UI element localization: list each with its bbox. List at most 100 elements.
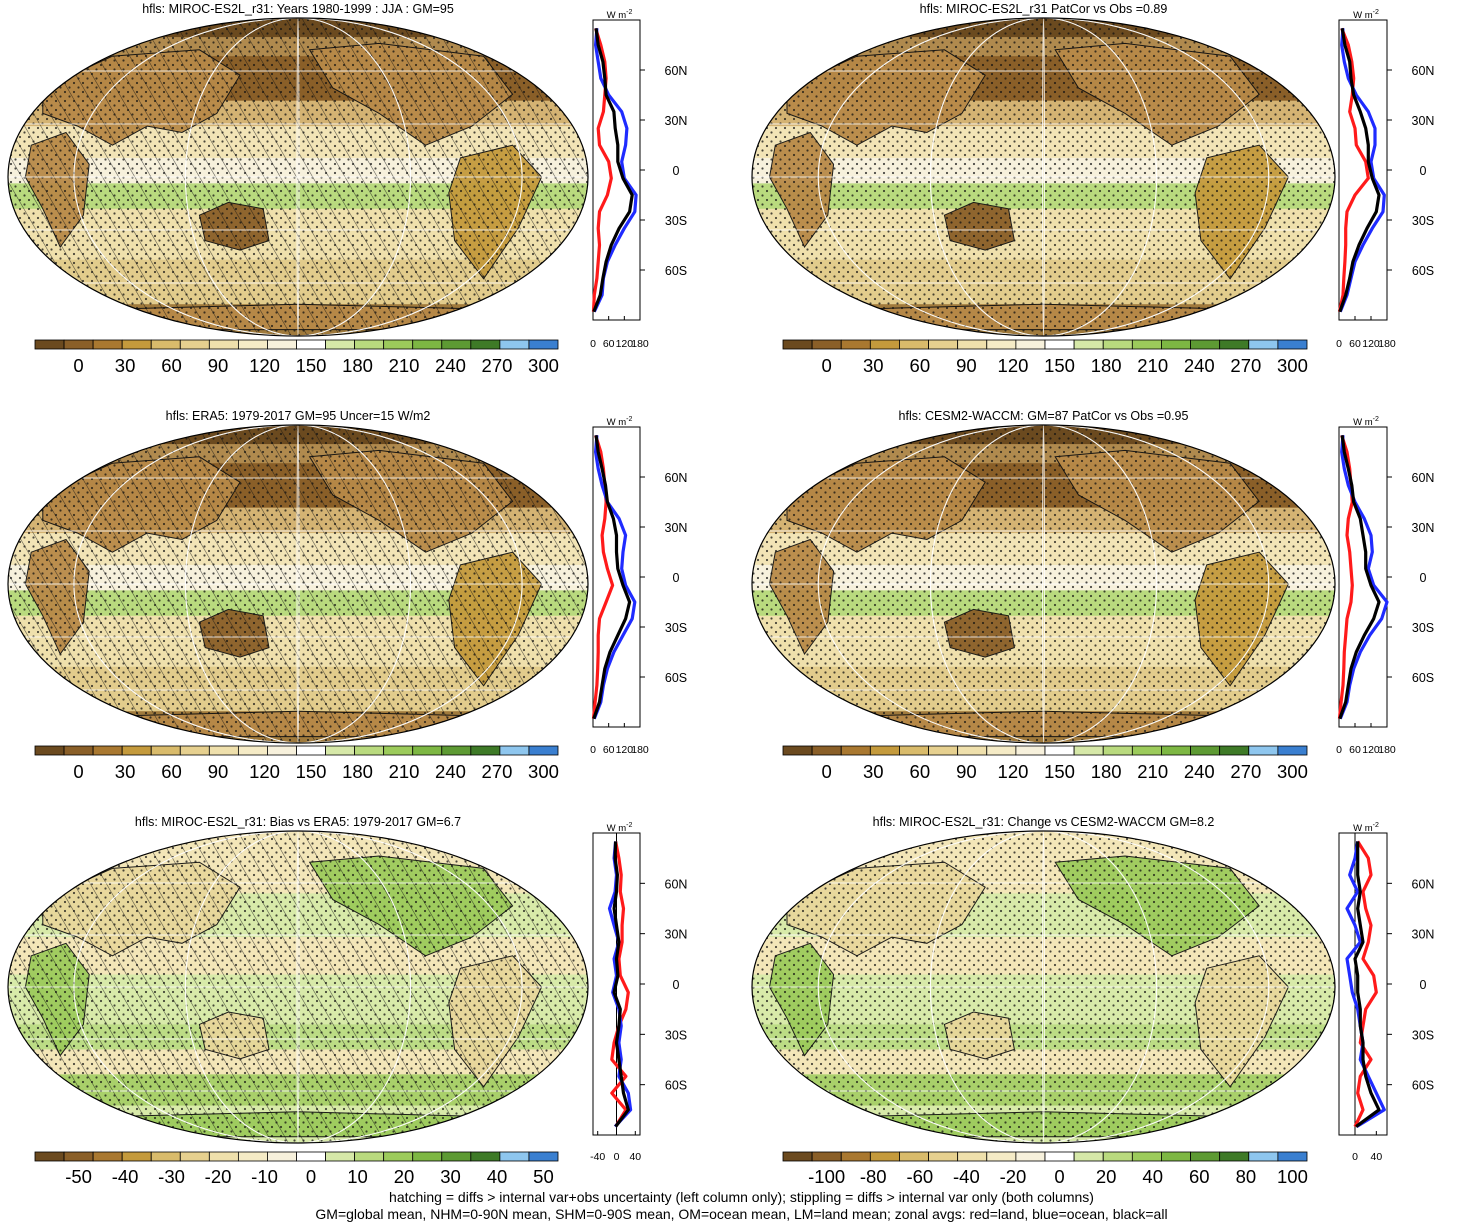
colorbar-box [296, 745, 326, 756]
colorbar-box [811, 1151, 842, 1162]
colorbar-box [412, 745, 443, 756]
colorbar-label: -80 [860, 1166, 887, 1187]
colorbar-label: 210 [1137, 355, 1168, 376]
colorbar-box [150, 1151, 181, 1162]
panel-title: hfls: MIROC-ES2L_r31: Change vs CESM2-WA… [873, 815, 1215, 829]
colorbar-label: 30 [863, 355, 884, 376]
zonal-line-all [1338, 435, 1381, 720]
colorbar-box [296, 1151, 326, 1162]
map-field [752, 425, 1335, 743]
colorbar-label: 270 [482, 355, 513, 376]
graticule-lon [184, 18, 412, 336]
map-border [7, 17, 589, 337]
zonal-line-all [1353, 841, 1381, 1128]
colorbar-box [1161, 1151, 1191, 1162]
lat-tick-label: 0 [1420, 164, 1427, 178]
x-tick-label: 120 [1362, 744, 1380, 756]
colorbar-label: -60 [906, 1166, 933, 1187]
colorbar-label: -40 [953, 1166, 980, 1187]
x-tick-label: 40 [1370, 1151, 1382, 1163]
colorbar-label: 0 [822, 355, 832, 376]
map-field [8, 425, 588, 743]
unit-label: W m-2 [1353, 9, 1379, 21]
unit-superscript: -2 [626, 9, 632, 16]
colorbar-box [840, 1151, 871, 1162]
colorbar-box [528, 745, 559, 756]
colorbar-label: 0 [306, 1166, 316, 1187]
lat-tick-label: 30N [1412, 114, 1435, 128]
colorbar-box [899, 1151, 929, 1162]
colorbar-label: 240 [1184, 761, 1215, 782]
colorbar-label: 270 [482, 761, 513, 782]
colorbar-label: 20 [1096, 1166, 1117, 1187]
colorbar-box [267, 339, 297, 350]
colorbar-box [354, 339, 385, 350]
colorbar-box [1044, 745, 1075, 756]
lat-tick-label: 30N [665, 928, 688, 942]
colorbar-box [1190, 1151, 1221, 1162]
unit-label: W m-2 [1353, 416, 1379, 428]
x-tick-label: 0 [1336, 338, 1342, 350]
colorbar-box [499, 745, 530, 756]
colorbar-box [237, 745, 268, 756]
lat-tick-label: 30S [1412, 214, 1434, 228]
zonal-line-all [1338, 28, 1381, 313]
colorbar-label: -50 [65, 1166, 92, 1187]
colorbar-label: 100 [1277, 1166, 1308, 1187]
colorbar-box [1277, 1151, 1308, 1162]
colorbar-box [957, 745, 988, 756]
colorbar-label: 30 [440, 1166, 461, 1187]
colorbar-box [441, 745, 472, 756]
colorbar-box [1102, 745, 1133, 756]
colorbar-label: 150 [296, 355, 327, 376]
colorbar-label: 300 [1277, 355, 1308, 376]
graticule-lon [817, 425, 1270, 743]
colorbar-label: 10 [347, 1166, 368, 1187]
colorbar-box [1044, 339, 1075, 350]
colorbar-box [928, 339, 959, 350]
map-border [7, 424, 589, 744]
colorbar-label: -20 [1000, 1166, 1027, 1187]
lat-tick-label: 60S [665, 264, 687, 278]
colorbar-label: 120 [998, 761, 1029, 782]
colorbar-label: 60 [910, 761, 931, 782]
colorbar-label: 0 [73, 761, 83, 782]
colorbar-box [441, 1151, 472, 1162]
colorbar-box [470, 745, 501, 756]
x-tick-label: 0 [1336, 744, 1342, 756]
colorbar-box [121, 339, 152, 350]
zonal-line-ocean [1338, 28, 1386, 313]
colorbar-label: 50 [533, 1166, 554, 1187]
lat-tick-label: 0 [673, 164, 680, 178]
colorbar-box [63, 339, 94, 350]
colorbar-box [63, 745, 94, 756]
colorbar-box [782, 745, 813, 756]
zonal-line-land [1337, 27, 1370, 313]
colorbar-box [208, 745, 239, 756]
unit-superscript: -2 [626, 822, 632, 829]
lat-tick-label: 30N [1412, 521, 1435, 535]
colorbar-box [1131, 339, 1162, 350]
colorbar-box [237, 339, 268, 350]
colorbar-box [782, 1151, 813, 1162]
colorbar-box [1190, 745, 1221, 756]
colorbar-box [1248, 1151, 1279, 1162]
colorbar-label: 30 [863, 761, 884, 782]
colorbar-label: 210 [389, 355, 420, 376]
colorbar-label: 210 [1137, 761, 1168, 782]
colorbar-box [1248, 339, 1279, 350]
colorbar-box [840, 745, 871, 756]
lat-tick-label: 60N [665, 64, 688, 78]
x-tick-label: 180 [1378, 744, 1396, 756]
lat-tick-label: 60N [665, 471, 688, 485]
lat-tick-label: 60N [1412, 471, 1435, 485]
zonal-line-land [1353, 840, 1378, 1128]
panel-title: hfls: MIROC-ES2L_r31 PatCor vs Obs =0.89 [920, 2, 1168, 16]
colorbar-label: 150 [1044, 761, 1075, 782]
map-border [751, 424, 1336, 744]
colorbar-label: 30 [115, 761, 136, 782]
zonal-line-all [592, 435, 632, 720]
colorbar-label: 60 [161, 355, 182, 376]
graticule-lon [296, 425, 300, 743]
